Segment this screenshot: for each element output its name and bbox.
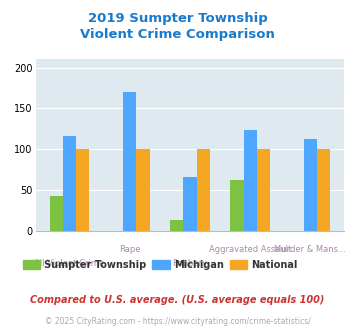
Bar [244, 130, 257, 231]
Text: © 2025 CityRating.com - https://www.cityrating.com/crime-statistics/: © 2025 CityRating.com - https://www.city… [45, 317, 310, 326]
Bar [76, 149, 89, 231]
Bar [123, 92, 136, 231]
Text: Murder & Mans...: Murder & Mans... [274, 245, 346, 254]
Text: Compared to U.S. average. (U.S. average equals 100): Compared to U.S. average. (U.S. average … [30, 295, 325, 305]
Text: All Violent Crime: All Violent Crime [34, 259, 104, 268]
Text: Robbery: Robbery [173, 259, 207, 268]
Text: Aggravated Assault: Aggravated Assault [209, 245, 291, 254]
Text: 2019 Sumpter Township: 2019 Sumpter Township [88, 12, 267, 24]
Text: Rape: Rape [119, 245, 141, 254]
Bar [304, 140, 317, 231]
Legend: Sumpter Township, Michigan, National: Sumpter Township, Michigan, National [19, 256, 301, 274]
Bar [136, 149, 149, 231]
Bar [317, 149, 330, 231]
Bar [63, 136, 76, 231]
Text: Violent Crime Comparison: Violent Crime Comparison [80, 28, 275, 41]
Bar [170, 219, 183, 231]
Bar [257, 149, 270, 231]
Bar [197, 149, 210, 231]
Bar [230, 180, 244, 231]
Bar [50, 196, 63, 231]
Bar [183, 177, 197, 231]
